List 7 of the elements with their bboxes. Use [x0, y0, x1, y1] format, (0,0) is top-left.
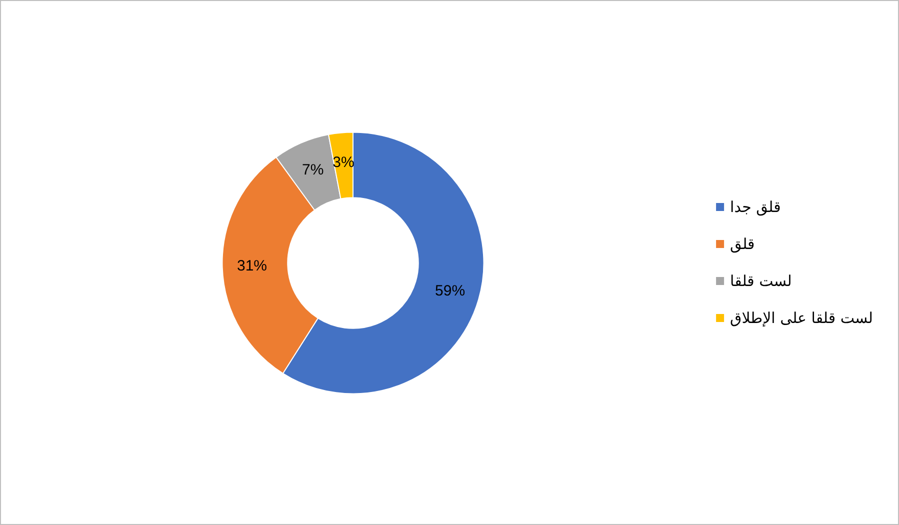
- legend-label: لست قلقا على الإطلاق: [730, 309, 874, 327]
- legend-label: قلق جدا: [730, 198, 781, 216]
- data-label: 31%: [236, 258, 268, 275]
- data-label: 7%: [302, 162, 324, 179]
- data-label: 59%: [435, 282, 466, 300]
- legend-label: لست قلقا: [730, 272, 792, 290]
- legend-label: قلق: [730, 235, 755, 253]
